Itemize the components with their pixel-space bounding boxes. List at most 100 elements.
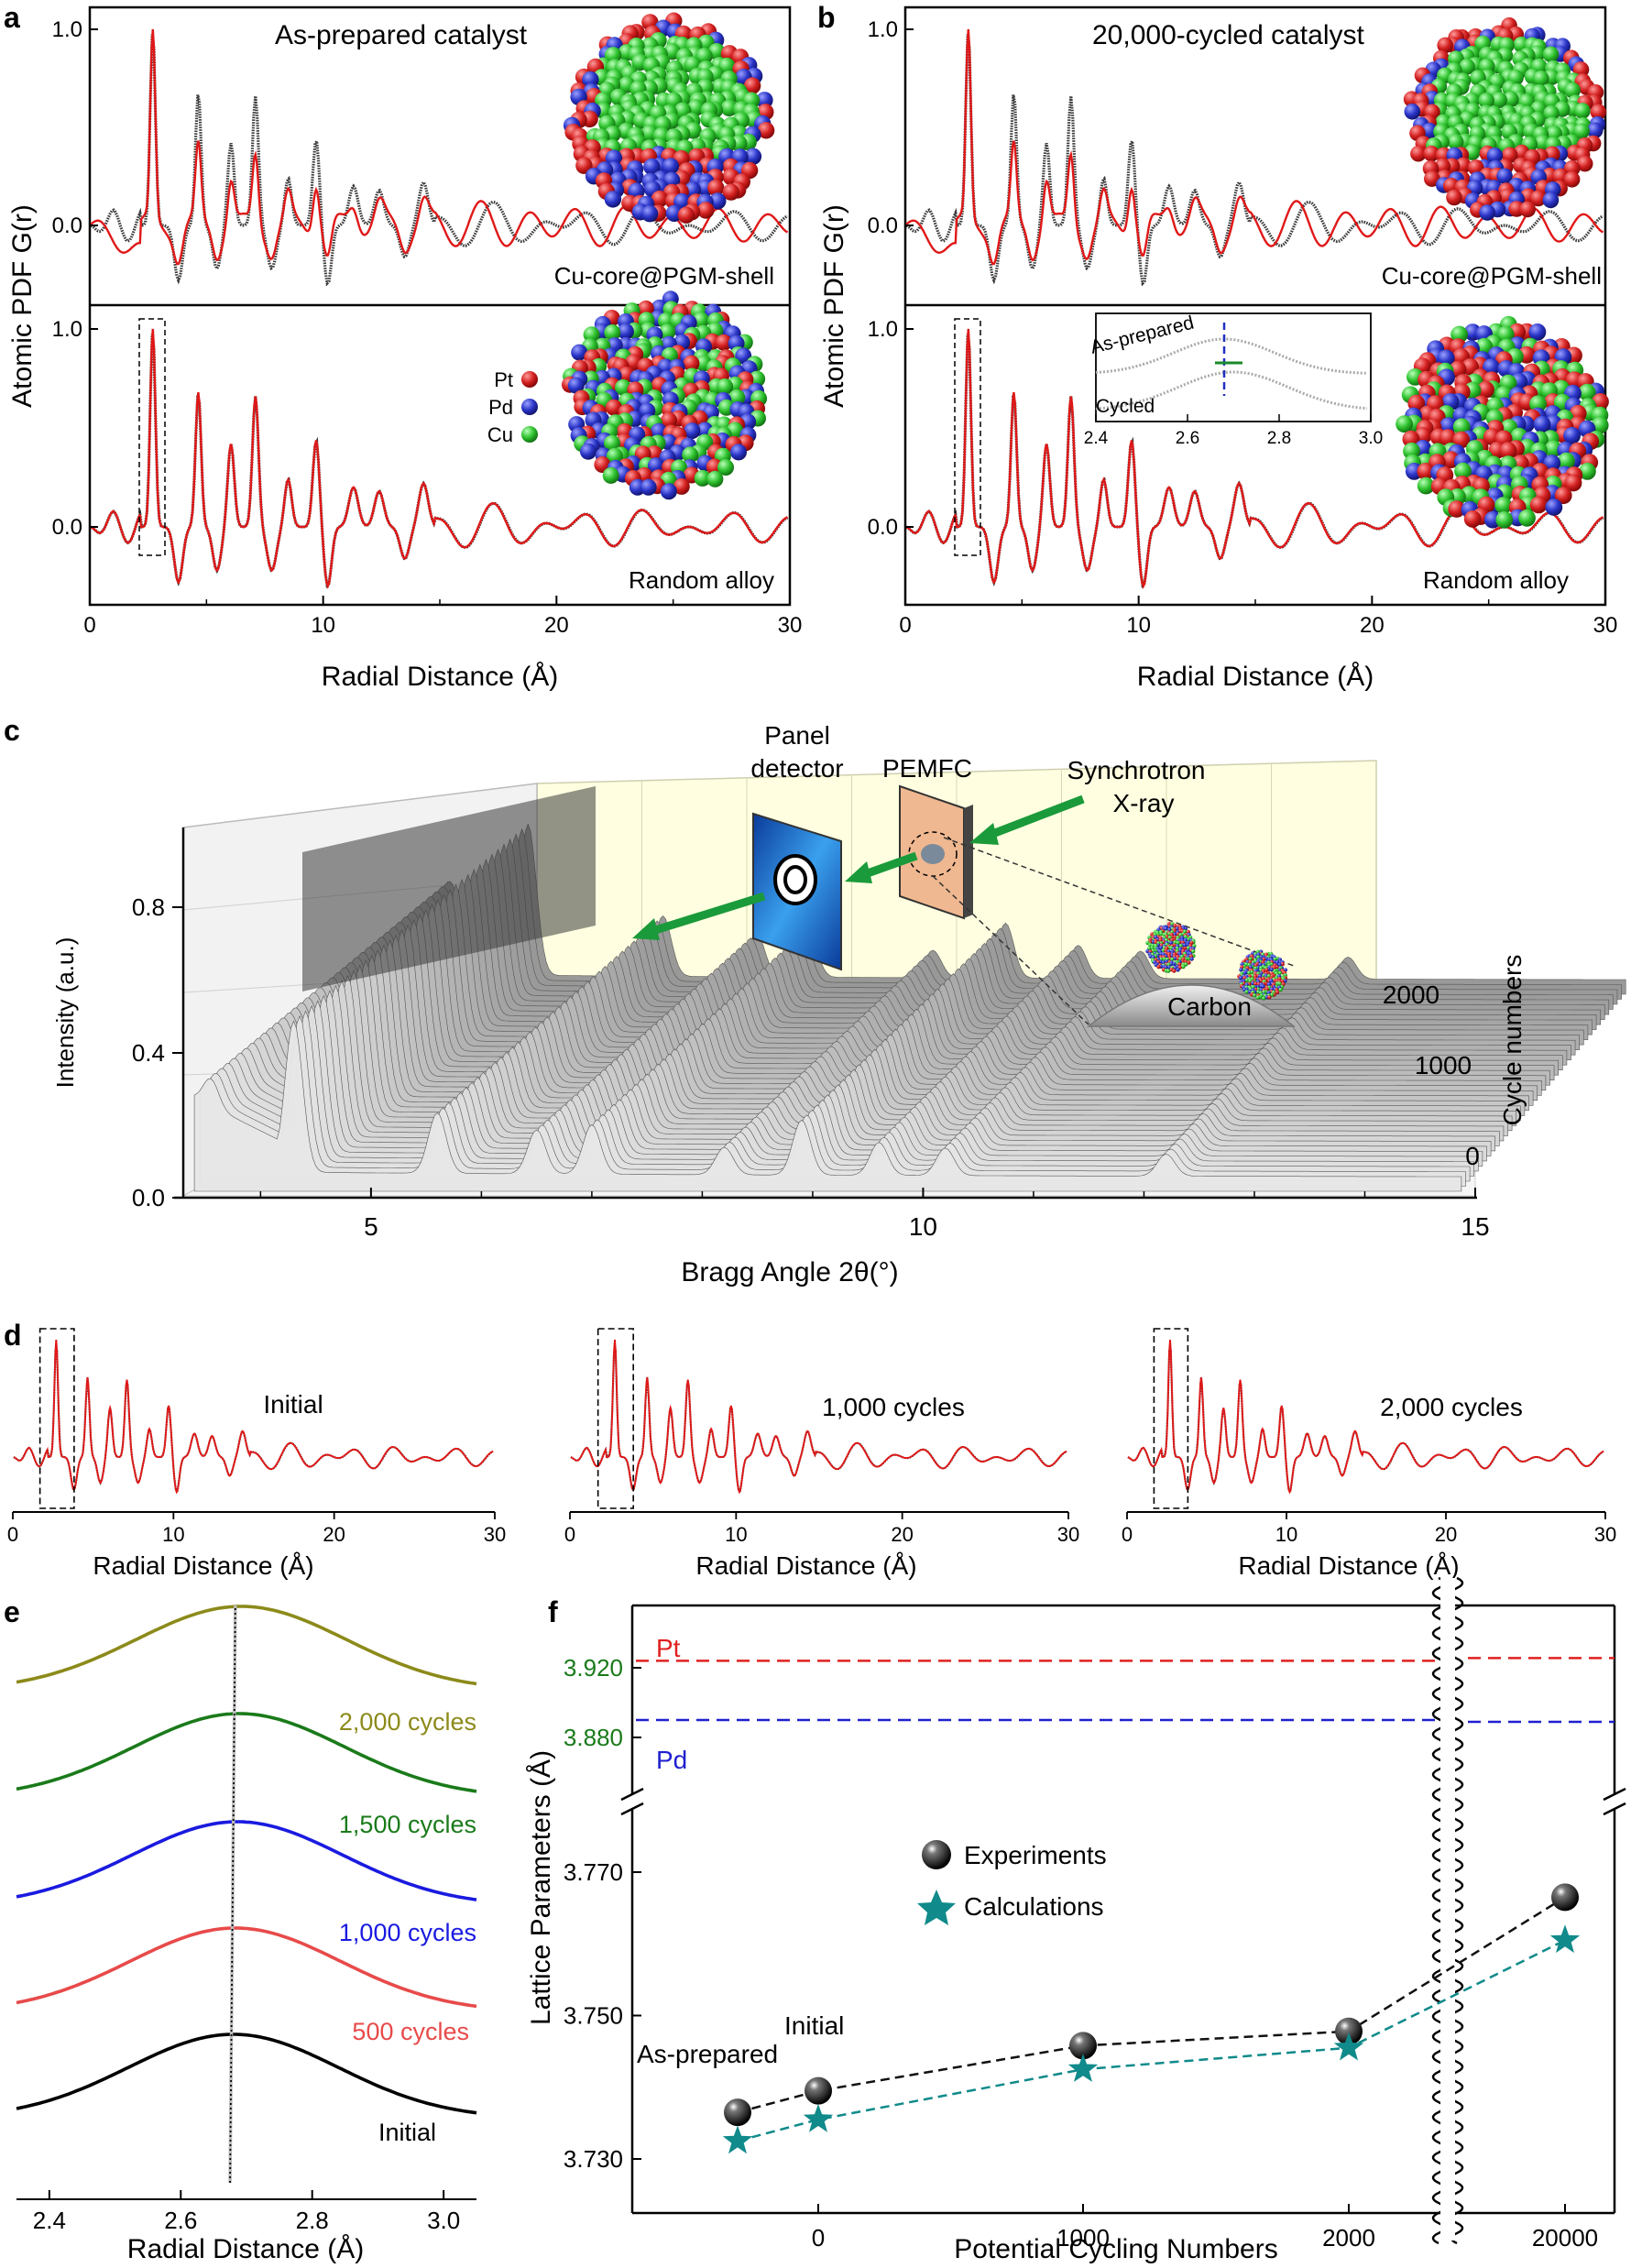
panel-d-label-1000: 1,000 cycles — [822, 1393, 965, 1421]
x-axis-break-wave — [1450, 1576, 1464, 2245]
atom — [728, 389, 746, 406]
diffraction-waterfall — [193, 786, 1626, 1192]
atom — [1533, 415, 1551, 433]
x-axis-break-wave — [1431, 1576, 1446, 2245]
atom — [744, 148, 762, 165]
atom — [1450, 325, 1468, 344]
atom — [651, 190, 669, 208]
atom — [695, 48, 713, 65]
atom — [1529, 395, 1547, 413]
panel-f-ytick-label-lower: 3.750 — [564, 2002, 623, 2030]
atom — [1184, 962, 1188, 967]
atom — [1182, 943, 1188, 948]
panel-c-ytick-label: 0.4 — [132, 1039, 165, 1067]
diffracted-beam-arrow — [845, 861, 872, 883]
panel-e-xtick-label: 2.4 — [33, 2207, 66, 2234]
atom — [1170, 957, 1175, 962]
legend-pt-marker — [521, 371, 538, 388]
panel-b-bottom-plot: 0.0 1.0 — [868, 317, 1604, 589]
panel-b-title: 20,000-cycled catalyst — [1092, 20, 1364, 50]
atom — [677, 206, 695, 224]
panel-a-element-legend: Pt Pd Cu — [487, 368, 538, 446]
panel-f-xlabel: Potential Cycling Numbers — [954, 2234, 1277, 2264]
panel-d-xtick-label: 20 — [323, 1523, 345, 1546]
panel-b: b 20,000-cycled catalyst Atomic PDF G(r)… — [817, 1, 1617, 692]
atom — [757, 122, 775, 139]
a-xtick-label: 0 — [83, 613, 95, 638]
atom — [1486, 148, 1504, 164]
atom — [1158, 937, 1163, 943]
diffraction-pattern — [200, 1014, 1466, 1187]
atom — [743, 77, 761, 94]
atom — [1191, 948, 1196, 954]
panel-letter-a: a — [4, 1, 20, 34]
atom — [1455, 157, 1472, 174]
axis-break-mark — [1603, 1802, 1626, 1816]
panel-d-xtick-label: 0 — [564, 1523, 575, 1546]
panel-a-x-axis: 0 10 20 30 — [83, 596, 802, 638]
atom — [640, 478, 657, 496]
panel-e-xtick-label: 2.6 — [164, 2207, 197, 2234]
panel-e-curve-3 — [16, 1820, 477, 1901]
a-xtick-label: 20 — [544, 613, 569, 638]
inset-xtick-label: 3.0 — [1359, 429, 1383, 448]
panel-d-xtick-label: 30 — [484, 1523, 506, 1546]
panel-d: d 0 10 20 30 0 10 20 30 0 10 20 30 Initial 1,000 cy… — [4, 1319, 1616, 1580]
model-fit — [90, 328, 789, 589]
panel-c-xtick-label: 10 — [909, 1212, 937, 1241]
atom — [707, 179, 725, 197]
atom — [730, 444, 747, 461]
label-xray: X-ray — [1113, 789, 1175, 817]
atom — [1172, 969, 1177, 973]
panel-b-bottom-label: Random alloy — [1423, 566, 1569, 594]
b-xtick-label: 30 — [1593, 613, 1618, 638]
atom — [1529, 496, 1548, 514]
atom — [1424, 170, 1440, 187]
atom — [1267, 995, 1272, 1000]
diffraction-pattern — [193, 1020, 1462, 1192]
atom — [1448, 500, 1466, 518]
atom — [604, 324, 621, 341]
atom — [1467, 159, 1484, 176]
atom — [1404, 104, 1421, 120]
legend-cu-marker — [521, 426, 538, 443]
atom — [1564, 82, 1581, 99]
panel-d-label-2000: 2,000 cycles — [1380, 1393, 1523, 1421]
a-xtick-label: 30 — [778, 613, 803, 638]
panel-f-ytick-label-upper: 3.880 — [564, 1724, 623, 1751]
axis-break-mark — [620, 1802, 644, 1816]
cycled-random-alloy-nanoparticle — [1396, 315, 1609, 529]
legend-calculations-marker — [917, 1890, 956, 1925]
atom — [1558, 452, 1575, 470]
panel-c-ylabel: Intensity (a.u.) — [51, 937, 79, 1089]
b-xtick-label: 20 — [1360, 613, 1385, 638]
cycled-core-shell-nanoparticle — [1403, 16, 1607, 221]
panel-f-xtick-label: 0 — [812, 2224, 825, 2252]
zoom-line-lower — [932, 875, 1089, 1025]
inset-x-ticks: 2.4 2.6 2.8 3.0 — [1084, 414, 1383, 448]
panel-d-xlabel-2: Radial Distance (Å) — [695, 1551, 916, 1580]
atom — [1496, 325, 1515, 344]
panel-e-series-label-2: 500 cycles — [352, 2018, 469, 2045]
atom — [1261, 984, 1265, 989]
a-xtick-label: 10 — [311, 613, 335, 638]
atom — [1459, 59, 1475, 75]
x-axis-break-gap — [1440, 1578, 1455, 2241]
atom — [720, 99, 738, 117]
atom — [604, 191, 622, 208]
incident-xray-beam — [986, 794, 1085, 840]
atom — [1189, 940, 1194, 946]
atom — [1542, 192, 1560, 209]
atom — [1244, 978, 1249, 983]
atom — [1437, 37, 1453, 54]
pd-reference-label: Pd — [656, 1746, 687, 1774]
label-detector: detector — [750, 754, 843, 783]
atom — [1264, 968, 1269, 972]
atom — [1591, 416, 1609, 434]
experiment-point-4 — [1335, 2017, 1363, 2045]
atom — [1164, 926, 1168, 931]
atom — [659, 323, 676, 341]
atom — [1446, 189, 1462, 206]
atom — [1172, 961, 1177, 967]
atom — [1248, 957, 1253, 961]
